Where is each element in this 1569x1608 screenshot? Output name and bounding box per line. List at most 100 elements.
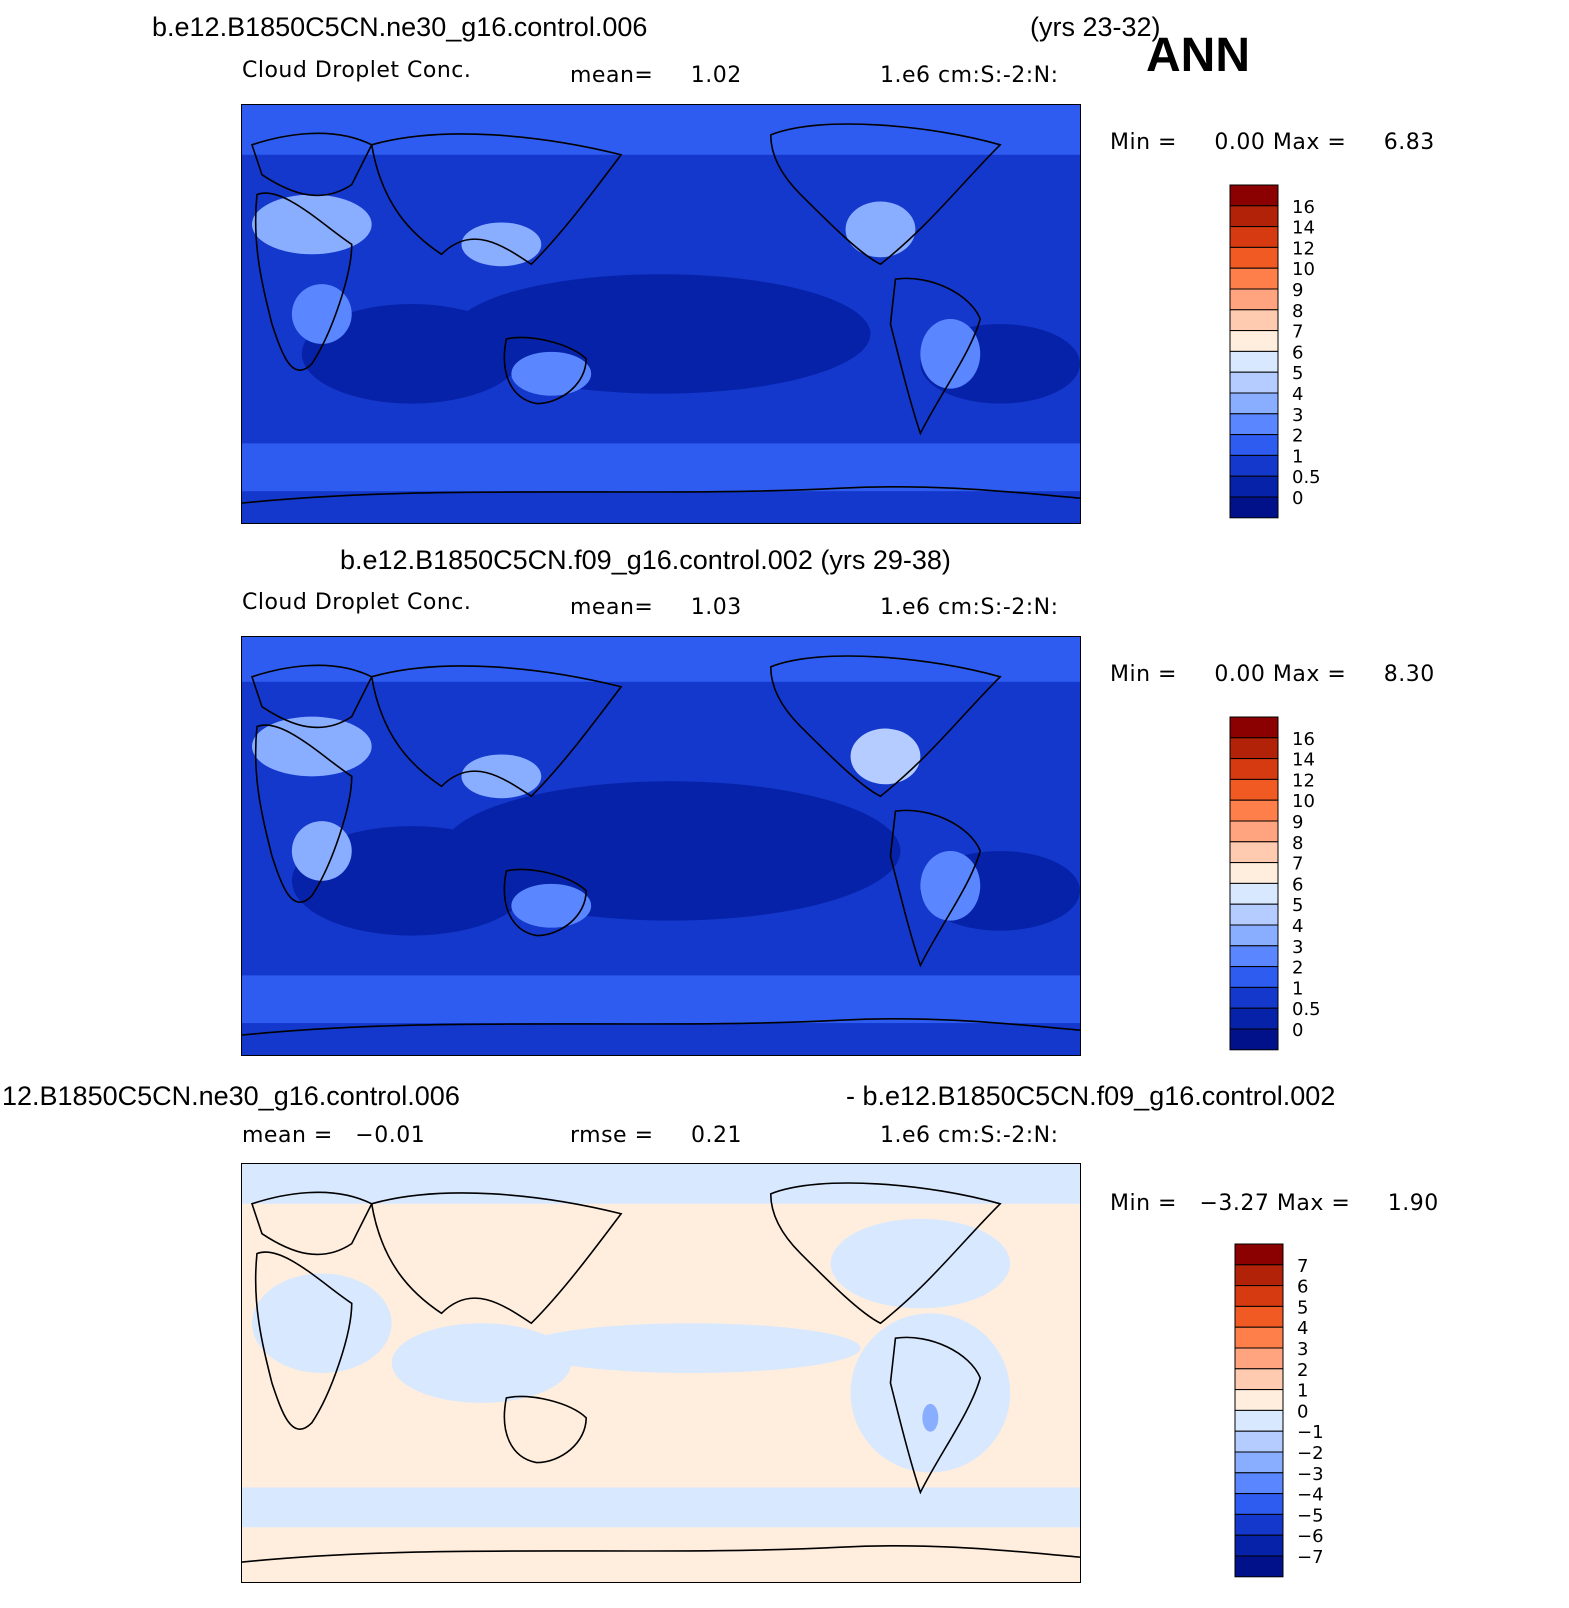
panel3-title-left: 12.B1850C5CN.ne30_g16.control.006 — [2, 1081, 460, 1111]
colorbar-box — [1229, 820, 1279, 843]
coast-samerica — [889, 809, 982, 968]
panel3-units: 1.e6 cm:S:-2:N: — [880, 1123, 1059, 1148]
colorbar-tick-label: 3 — [1292, 405, 1303, 426]
colorbar-box — [1229, 205, 1279, 228]
colorbar-box — [1229, 1007, 1279, 1030]
panel2-colorbar: 16 14 12 10 9 8 7 6 5 4 3 2 1 0.5 0 — [1229, 716, 1330, 1057]
colorbar-box — [1234, 1264, 1284, 1287]
colorbar-tick-label: −7 — [1297, 1547, 1324, 1568]
colorbar-box — [1229, 496, 1279, 519]
map-southern-band — [242, 975, 1080, 1024]
map-indian-low — [291, 826, 532, 936]
season-label: ANN — [1146, 29, 1250, 82]
colorbar-box — [1229, 758, 1279, 780]
colorbar-box — [1229, 434, 1279, 456]
colorbar-box — [1229, 288, 1279, 311]
colorbar-tick-label: 12 — [1292, 238, 1315, 259]
colorbar-box — [1234, 1513, 1284, 1536]
map-samerica-high — [920, 850, 981, 921]
colorbar-tick-label: 6 — [1292, 342, 1303, 363]
coast-europe — [250, 1191, 373, 1256]
coast-namerica — [769, 1182, 1002, 1325]
map-indian-low — [301, 304, 522, 404]
coast-samerica — [889, 277, 982, 436]
colorbar-tick-label: 9 — [1292, 280, 1303, 301]
colorbar-tick-label: 9 — [1292, 812, 1303, 833]
colorbar-tick-label: 2 — [1292, 958, 1303, 979]
colorbar-box — [1234, 1451, 1284, 1474]
colorbar-box — [1229, 945, 1279, 968]
map-africa-high — [291, 821, 352, 881]
panel2-map-svg — [242, 637, 1080, 1055]
colorbar-tick-label: −2 — [1297, 1443, 1324, 1464]
colorbar-box — [1229, 966, 1279, 988]
map-samerica-strong-neg — [922, 1403, 939, 1432]
colorbar-box — [1234, 1534, 1284, 1557]
coast-namerica — [769, 123, 1002, 266]
colorbar-tick-label: 7 — [1292, 854, 1303, 875]
colorbar-box — [1229, 267, 1279, 290]
coast-samerica — [889, 1336, 982, 1495]
map-indian-neg — [391, 1323, 572, 1403]
panel3-minmax: Min = −3.27 Max = 1.90 — [1110, 1191, 1439, 1216]
colorbar-box — [1229, 716, 1279, 739]
map-southern-neg — [242, 1487, 1080, 1528]
panel1-variable: Cloud Droplet Conc. — [242, 58, 472, 83]
coast-africa — [254, 1251, 353, 1430]
colorbar-tick-label: 5 — [1292, 895, 1303, 916]
colorbar-tick-label: 0.5 — [1292, 467, 1321, 488]
colorbar-tick-label: −1 — [1297, 1422, 1324, 1443]
panel3-map — [241, 1163, 1081, 1583]
map-africa-high — [291, 284, 352, 344]
coast-namerica — [769, 655, 1002, 798]
panel3-colorbar: 7 6 5 4 3 2 1 0 −1 −2 −3 −4 −5 −6 −7 — [1234, 1243, 1335, 1584]
map-arctic-band — [242, 105, 1080, 155]
panel2-variable: Cloud Droplet Conc. — [242, 590, 472, 615]
map-namerica-neg — [830, 1218, 1011, 1309]
colorbar-tick-label: 7 — [1297, 1256, 1308, 1277]
panel1-map — [241, 104, 1081, 524]
colorbar-box — [1234, 1555, 1284, 1578]
colorbar-tick-label: 3 — [1297, 1339, 1308, 1360]
map-africa-neg — [251, 1273, 392, 1373]
colorbar-box — [1229, 350, 1279, 373]
colorbar-tick-label: 1 — [1292, 446, 1303, 467]
coast-africa — [254, 724, 353, 903]
colorbar-box — [1229, 903, 1279, 926]
panel3-map-svg — [242, 1164, 1080, 1582]
colorbar-box — [1229, 924, 1279, 947]
colorbar-tick-label: 1 — [1292, 978, 1303, 999]
coast-europe — [250, 664, 373, 729]
map-antarctic-band — [242, 1023, 1080, 1055]
colorbar-box — [1229, 862, 1279, 884]
panel1-map-svg — [242, 105, 1080, 523]
colorbar-box — [1229, 799, 1279, 822]
colorbar-tick-label: 4 — [1292, 384, 1303, 405]
colorbar-box — [1229, 882, 1279, 905]
colorbar-box — [1229, 392, 1279, 415]
colorbar-tick-label: 10 — [1292, 791, 1315, 812]
colorbar-box — [1234, 1368, 1284, 1391]
colorbar-tick-label: −3 — [1297, 1464, 1324, 1485]
colorbar-box — [1229, 1028, 1279, 1051]
map-southern-band — [242, 443, 1080, 494]
coast-africa — [254, 192, 353, 371]
colorbar-tick-label: −4 — [1297, 1485, 1324, 1506]
colorbar-box — [1229, 841, 1279, 864]
colorbar-tick-label: 14 — [1292, 218, 1315, 239]
panel2-title: b.e12.B1850C5CN.f09_g16.control.002 (yrs… — [340, 545, 951, 575]
colorbar-tick-label: 4 — [1292, 916, 1303, 937]
panel3-mean: mean = −0.01 — [242, 1123, 426, 1148]
coast-antarctica — [242, 1545, 1080, 1563]
colorbar-tick-label: 14 — [1292, 750, 1315, 771]
coast-asia — [370, 133, 623, 266]
colorbar-box — [1234, 1347, 1284, 1370]
map-arctic-neg — [242, 1164, 1080, 1204]
colorbar-box — [1234, 1409, 1284, 1432]
panel1-years: (yrs 23-32) — [1030, 12, 1161, 42]
colorbar-box — [1229, 986, 1279, 1009]
colorbar-box — [1234, 1326, 1284, 1349]
colorbar-box — [1229, 226, 1279, 248]
